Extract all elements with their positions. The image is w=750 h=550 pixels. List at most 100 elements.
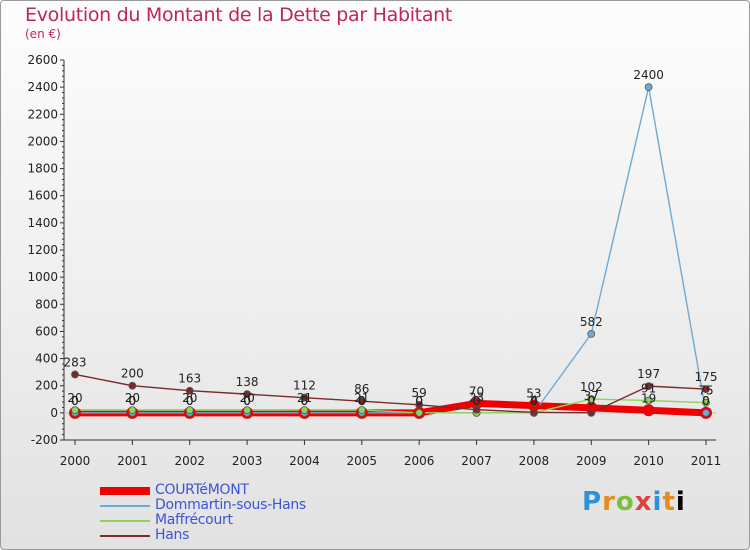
data-point xyxy=(702,398,710,407)
data-label: 163 xyxy=(178,372,201,386)
y-tick-label: 0 xyxy=(50,406,58,420)
data-point xyxy=(243,406,251,415)
proxiti-logo: Proxiti xyxy=(582,487,686,517)
series-line-3 xyxy=(74,373,707,414)
data-label: 37 xyxy=(584,389,599,403)
logo-letter: o xyxy=(615,487,635,517)
data-point xyxy=(644,396,653,405)
logo-letter: t xyxy=(662,487,676,517)
data-label: 70 xyxy=(469,384,484,398)
data-label: 59 xyxy=(412,386,427,400)
data-label: 53 xyxy=(526,387,541,401)
y-tick-label: 1600 xyxy=(27,189,58,203)
data-point xyxy=(530,408,538,417)
data-label: 0 xyxy=(71,394,79,408)
x-tick-label: 2009 xyxy=(576,454,607,468)
data-label: 0 xyxy=(473,394,481,408)
data-label: 0 xyxy=(301,394,309,408)
data-point xyxy=(243,390,251,399)
data-label: 19 xyxy=(641,391,656,405)
y-tick-label: 200 xyxy=(35,379,58,393)
data-label: 4 xyxy=(530,393,538,407)
data-point xyxy=(185,386,194,395)
data-point xyxy=(71,370,79,379)
data-label: 20 xyxy=(67,391,82,405)
data-label: 21 xyxy=(297,391,312,405)
data-label: 21 xyxy=(354,391,369,405)
x-tick-label: 2002 xyxy=(174,454,205,468)
data-point xyxy=(702,408,710,417)
data-point xyxy=(415,408,424,417)
data-point xyxy=(357,397,366,406)
y-tick-label: 800 xyxy=(35,297,58,311)
y-tick-label: 600 xyxy=(35,324,58,338)
data-point xyxy=(128,381,137,390)
chart-title: Evolution du Montant de la Dette par Hab… xyxy=(25,4,453,26)
data-label: 0 xyxy=(530,394,538,408)
data-label: 175 xyxy=(695,370,718,384)
data-label: 0 xyxy=(243,394,251,408)
data-label: 0 xyxy=(587,394,595,408)
x-tick-label: 2000 xyxy=(60,454,91,468)
data-point xyxy=(587,329,596,338)
data-label: 86 xyxy=(354,382,369,396)
x-tick-label: 2001 xyxy=(117,454,148,468)
data-label: 138 xyxy=(236,375,259,389)
data-label: 75 xyxy=(698,384,713,398)
data-point xyxy=(71,406,79,415)
data-point xyxy=(300,406,309,414)
legend-swatch xyxy=(100,520,150,522)
legend-label: Hans xyxy=(155,527,190,543)
logo-letter: i xyxy=(652,487,663,517)
data-label: 0 xyxy=(530,394,538,408)
legend-label: Maffrécourt xyxy=(155,512,233,528)
x-tick-label: 2010 xyxy=(633,454,664,468)
x-tick-label: 2011 xyxy=(691,454,722,468)
data-point xyxy=(470,397,483,410)
chart-subtitle: (en €) xyxy=(25,27,61,41)
data-label: 0 xyxy=(358,394,366,408)
x-tick-label: 2008 xyxy=(519,454,550,468)
logo-letter: r xyxy=(602,487,616,517)
y-tick-label: 1800 xyxy=(27,162,58,176)
data-point xyxy=(644,382,653,391)
data-label: 0 xyxy=(301,394,309,408)
data-point xyxy=(472,405,481,414)
data-label: 0 xyxy=(186,394,194,408)
data-label: 0 xyxy=(415,394,423,408)
data-label: 2400 xyxy=(633,68,664,82)
data-point xyxy=(300,393,309,402)
data-label: 0 xyxy=(71,394,79,408)
data-label: 197 xyxy=(637,367,660,381)
data-point xyxy=(587,395,596,403)
series-line-1 xyxy=(75,86,707,414)
data-point xyxy=(644,83,653,92)
data-label: 0 xyxy=(415,394,423,408)
x-tick-label: 2006 xyxy=(404,454,435,468)
data-label: 0 xyxy=(702,394,710,408)
data-point xyxy=(415,400,424,409)
data-label: 0 xyxy=(186,394,194,408)
logo-letter: i xyxy=(675,487,686,517)
data-label: 0 xyxy=(702,394,710,408)
data-label: 112 xyxy=(293,379,316,393)
data-label: 200 xyxy=(121,367,144,381)
data-label: 20 xyxy=(182,391,197,405)
data-label: 0 xyxy=(473,394,481,408)
data-label: 283 xyxy=(64,355,87,369)
y-tick-label: 1200 xyxy=(27,243,58,257)
legend-swatch xyxy=(100,505,150,507)
x-tick-label: 2003 xyxy=(232,454,263,468)
data-label: 582 xyxy=(580,315,603,329)
data-label: 20 xyxy=(125,391,140,405)
logo-letter: P xyxy=(582,487,603,517)
legend-label: COURTéMONT xyxy=(155,482,249,498)
data-label: 0 xyxy=(243,394,251,408)
data-label: 20 xyxy=(239,391,254,405)
y-tick-label: 2600 xyxy=(27,53,58,67)
data-label: 91 xyxy=(641,382,656,396)
x-tick-label: 2004 xyxy=(289,454,320,468)
data-point xyxy=(527,399,540,412)
